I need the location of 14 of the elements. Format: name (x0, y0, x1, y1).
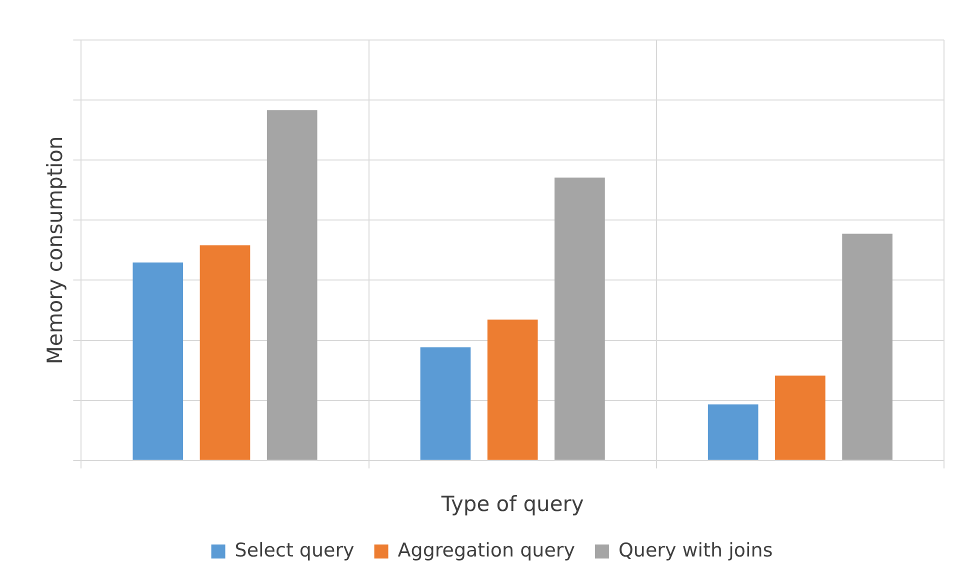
legend-label: Aggregation query (398, 539, 575, 562)
bar (266, 110, 318, 460)
bar (420, 347, 471, 460)
bar (200, 245, 250, 460)
legend-label: Query with joins (618, 539, 773, 562)
bar (775, 376, 826, 460)
bar (554, 178, 605, 460)
x-axis-title: Type of query (440, 492, 584, 516)
bar (842, 234, 892, 460)
y-axis-title: Memory consumption (43, 136, 68, 364)
bar (487, 320, 538, 460)
legend-label: Select query (234, 539, 354, 562)
bar (132, 262, 184, 460)
bar (708, 404, 758, 460)
